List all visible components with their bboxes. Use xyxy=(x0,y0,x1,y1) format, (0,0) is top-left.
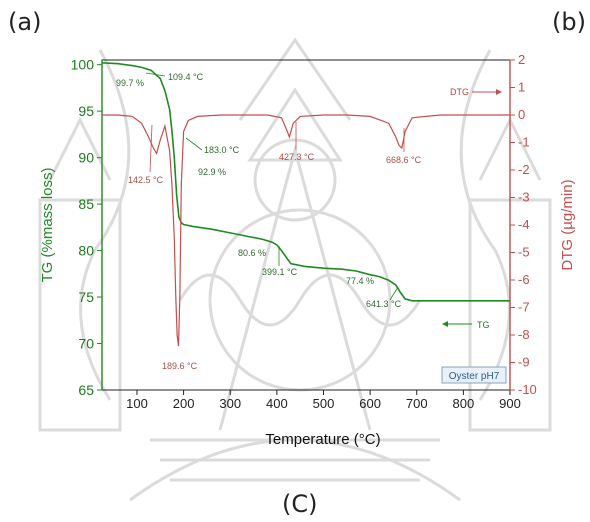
annotation-label: 80.6 % xyxy=(238,248,266,258)
panel-label-b: (b) xyxy=(552,8,586,36)
y-right-tick-label: 1 xyxy=(518,80,525,95)
sample-label-box xyxy=(441,366,507,384)
annotation-label: 109.4 °C xyxy=(168,72,204,82)
annotation-label: 427.3 °C xyxy=(279,152,315,162)
y-right-tick-label: -8 xyxy=(518,327,530,342)
annotation-label: 189.6 °C xyxy=(162,361,198,371)
y-right-tick-label: -5 xyxy=(518,245,530,260)
y-left-tick-label: 75 xyxy=(78,289,94,305)
annotation-label: 399.1 °C xyxy=(262,267,298,277)
annotation-label: 99.7 % xyxy=(116,78,144,88)
annotation-label: 77.4 % xyxy=(346,276,374,286)
x-tick-label: 500 xyxy=(313,396,335,411)
x-tick-label: 600 xyxy=(359,396,381,411)
annotation-label: 183.0 °C xyxy=(204,145,240,155)
y-left-tick-label: 65 xyxy=(78,382,94,398)
x-tick-label: 300 xyxy=(219,396,241,411)
y-left-tick-label: 80 xyxy=(78,243,94,259)
y-left-tick-label: 95 xyxy=(78,103,94,119)
y-left-tick-label: 100 xyxy=(71,57,95,73)
plot-area-frame xyxy=(101,59,511,391)
annotation-label: 668.6 °C xyxy=(386,155,422,165)
x-tick-label: 200 xyxy=(173,396,195,411)
annotation-label: 641.3 °C xyxy=(366,299,402,309)
tg-legend-arrowhead xyxy=(442,321,448,327)
dtg-series-line xyxy=(102,114,510,347)
y-left-tick-label: 90 xyxy=(78,150,94,166)
y-right-tick-label: -4 xyxy=(518,217,530,232)
y-right-tick-label: -7 xyxy=(518,300,530,315)
annotation-label: 92.9 % xyxy=(198,167,226,177)
y-right-tick-label: -9 xyxy=(518,355,530,370)
dtg-legend-label: DTG xyxy=(450,87,469,97)
x-tick-label: 900 xyxy=(499,396,521,411)
annotation-leader xyxy=(389,286,399,301)
y-left-tick-label: 70 xyxy=(78,336,94,352)
y-right-tick-label: -2 xyxy=(518,162,530,177)
y-right-tick-label: -6 xyxy=(518,272,530,287)
annotation-leader xyxy=(145,72,166,77)
x-tick-label: 700 xyxy=(406,396,428,411)
y-right-tick-label: -3 xyxy=(518,190,530,205)
annotation-leader xyxy=(149,124,153,173)
y-axis-label-left: TG (%mass loss) xyxy=(39,167,56,282)
dtg-legend-arrowhead xyxy=(496,89,502,95)
sample-label: Oyster pH7 xyxy=(449,371,500,382)
x-axis-label: Temperature (°C) xyxy=(265,431,380,448)
y-right-tick-label: -1 xyxy=(518,135,530,150)
y-left-tick-label: 85 xyxy=(78,196,94,212)
annotation-leader xyxy=(185,137,203,151)
y-right-tick-label: -10 xyxy=(518,382,537,397)
tg-legend-label: TG xyxy=(477,320,490,330)
y-axis-label-right: DTG (µg/min) xyxy=(559,179,576,270)
tg-series-line xyxy=(101,62,510,302)
x-tick-label: 100 xyxy=(126,396,148,411)
x-tick-label: 400 xyxy=(266,396,288,411)
y-right-tick-label: 0 xyxy=(518,107,525,122)
panel-label-c: (C) xyxy=(282,490,318,518)
x-tick-label: 800 xyxy=(453,396,475,411)
annotation-label: 142.5 °C xyxy=(128,175,164,185)
panel-label-a: (a) xyxy=(8,8,42,36)
y-right-tick-label: 2 xyxy=(518,52,525,67)
